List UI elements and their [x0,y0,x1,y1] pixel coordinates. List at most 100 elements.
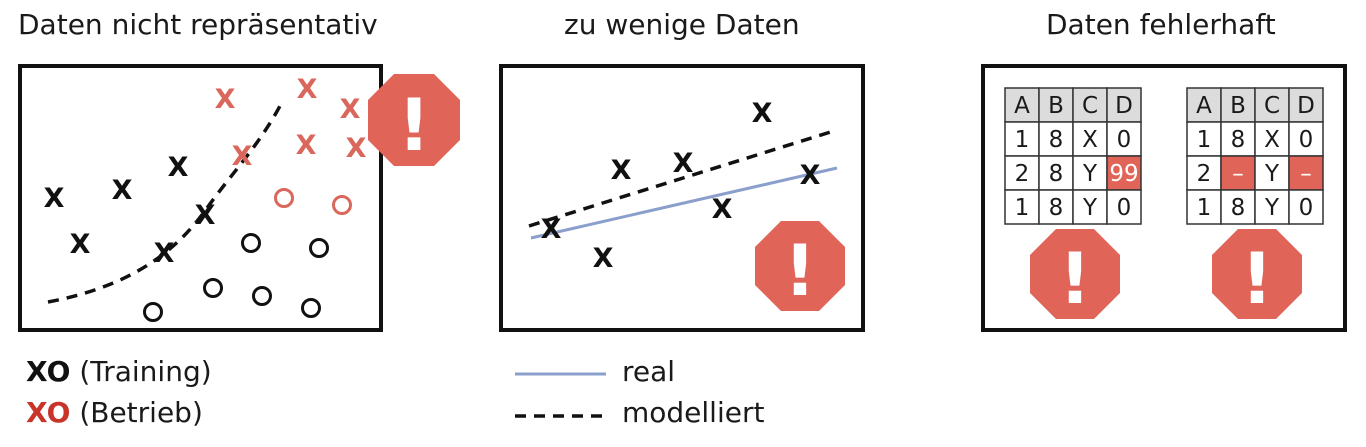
table-header-text: A [1196,93,1212,119]
tables-faulty-data: A B C D1 8 X 02 8 Y 991 8 Y 0!A B C D1 8 X 02– Y –1 8 Y 0! [1004,87,1324,320]
table-header-cell [1220,87,1256,123]
table-header-cell [1072,87,1108,123]
table-cell-text: 8 [1231,195,1246,221]
table-header-text: C [1264,93,1280,119]
decision-boundary [47,105,282,304]
panel-title-too-little-data: zu wenige Daten [564,8,800,41]
table-cell [1220,121,1256,157]
table-cell-text: 0 [1117,127,1132,153]
table-cell-text: 2 [1015,161,1030,187]
table-cell [1106,121,1142,157]
warning-symbol: ! [398,83,431,167]
table-cell-text: 1 [1015,195,1030,221]
warning-symbol: ! [784,230,816,312]
legend-training: XO (Training) [26,355,212,388]
data-x-marker: X [611,155,632,186]
table-header-text: C [1082,93,1098,119]
table-header-text: B [1048,93,1064,119]
warning-symbol: ! [1059,238,1091,320]
training-o-marker [309,238,329,258]
table-cell-text: Y [1082,161,1098,187]
legend-lines [515,372,606,418]
training-o-marker [143,302,163,322]
legend-real-label: real [622,355,676,388]
table-cell-text: X [1082,127,1098,153]
table-cell [1072,189,1108,225]
data-x-marker: X [712,194,733,225]
operation-o-marker [332,195,352,215]
table-cell [1106,155,1142,191]
panel-not-representative: X X X X X X X X X X X X [18,64,383,332]
table-cell-text: 1 [1197,195,1212,221]
table-cell [1072,155,1108,191]
table-cell-text: 1 [1197,127,1212,153]
table-cell-text: Y [1082,195,1098,221]
legend-operation: XO (Betrieb) [26,396,203,429]
table-header-cell [1106,87,1142,123]
table-cell [1004,121,1040,157]
table-cell-text: 2 [1197,161,1212,187]
training-x-marker: X [44,183,65,214]
table-cell-text: 0 [1299,127,1314,153]
table-cell [1072,121,1108,157]
table-cell [1288,121,1324,157]
table-cell-text: Y [1264,195,1280,221]
data-table: A B C D1 8 X 02 8 Y 991 8 Y 0 [1004,87,1142,225]
training-x-marker: X [168,152,189,183]
table-cell-text: – [1300,161,1312,187]
training-o-marker [241,233,261,253]
table-cell [1288,155,1324,191]
table-cell-text: – [1232,161,1244,187]
table-cell-text: 8 [1049,195,1064,221]
warning-symbol: ! [1241,238,1273,320]
table-header-text: D [1115,93,1133,119]
operation-x-marker: X [346,133,367,164]
table-cell-text: 8 [1231,127,1246,153]
training-x-marker: X [154,238,175,269]
data-x-marker: X [541,214,562,245]
table-cell-text: Y [1264,161,1280,187]
operation-x-marker: X [296,130,317,161]
table-cell-text: 99 [1109,161,1138,187]
panel-faulty-data: A B C D 1 8 X 0 2 8 Y 99 1 8 Y 0! A B C D 1 8 X 0 2– Y –1 8 Y 0! [981,64,1347,332]
legend-operation-label: (Betrieb) [79,396,203,429]
panel-title-not-representative: Daten nicht repräsentativ [18,8,378,41]
table-cell [1004,189,1040,225]
legend-operation-marks: XO [26,396,71,429]
training-x-marker: X [195,200,216,231]
operation-x-marker: X [297,74,318,105]
operation-x-marker: X [215,84,236,115]
real-line [530,166,838,240]
table-header-text: D [1297,93,1315,119]
warning-icon: ! [755,221,845,312]
warning-icon: ! [368,74,460,167]
table-cell [1288,189,1324,225]
table-cell-text: 1 [1015,127,1030,153]
data-x-marker: X [752,98,773,129]
table-cell [1106,189,1142,225]
data-x-marker: X [593,243,614,274]
table-cell [1254,189,1290,225]
warning-icon: ! [1030,229,1120,320]
warning-icon: ! [1212,229,1302,320]
scatter-too-little-data: X X X X X X X ! [528,98,845,312]
data-x-marker: X [673,148,694,179]
operation-x-marker: X [340,94,361,125]
table-header-cell [1186,87,1222,123]
table-cell [1220,189,1256,225]
legend-training-marks: XO [26,355,71,388]
modelled-line [528,128,838,228]
table-cell-text: 0 [1299,195,1314,221]
training-o-marker [252,286,272,306]
legend-training-label: (Training) [79,355,212,388]
scatter-not-representative: X X X X X X X X X X X X [44,74,367,322]
training-x-marker: X [112,175,133,206]
data-table: A B C D1 8 X 02– Y –1 8 Y 0 [1186,87,1324,225]
table-cell-text: 8 [1049,127,1064,153]
panel-too-little-data: X X X X X X X ! [499,64,865,332]
table-cell [1186,155,1222,191]
table-cell-text: 8 [1049,161,1064,187]
training-o-marker [301,298,321,318]
training-x-marker: X [70,229,91,260]
table-header-cell [1288,87,1324,123]
